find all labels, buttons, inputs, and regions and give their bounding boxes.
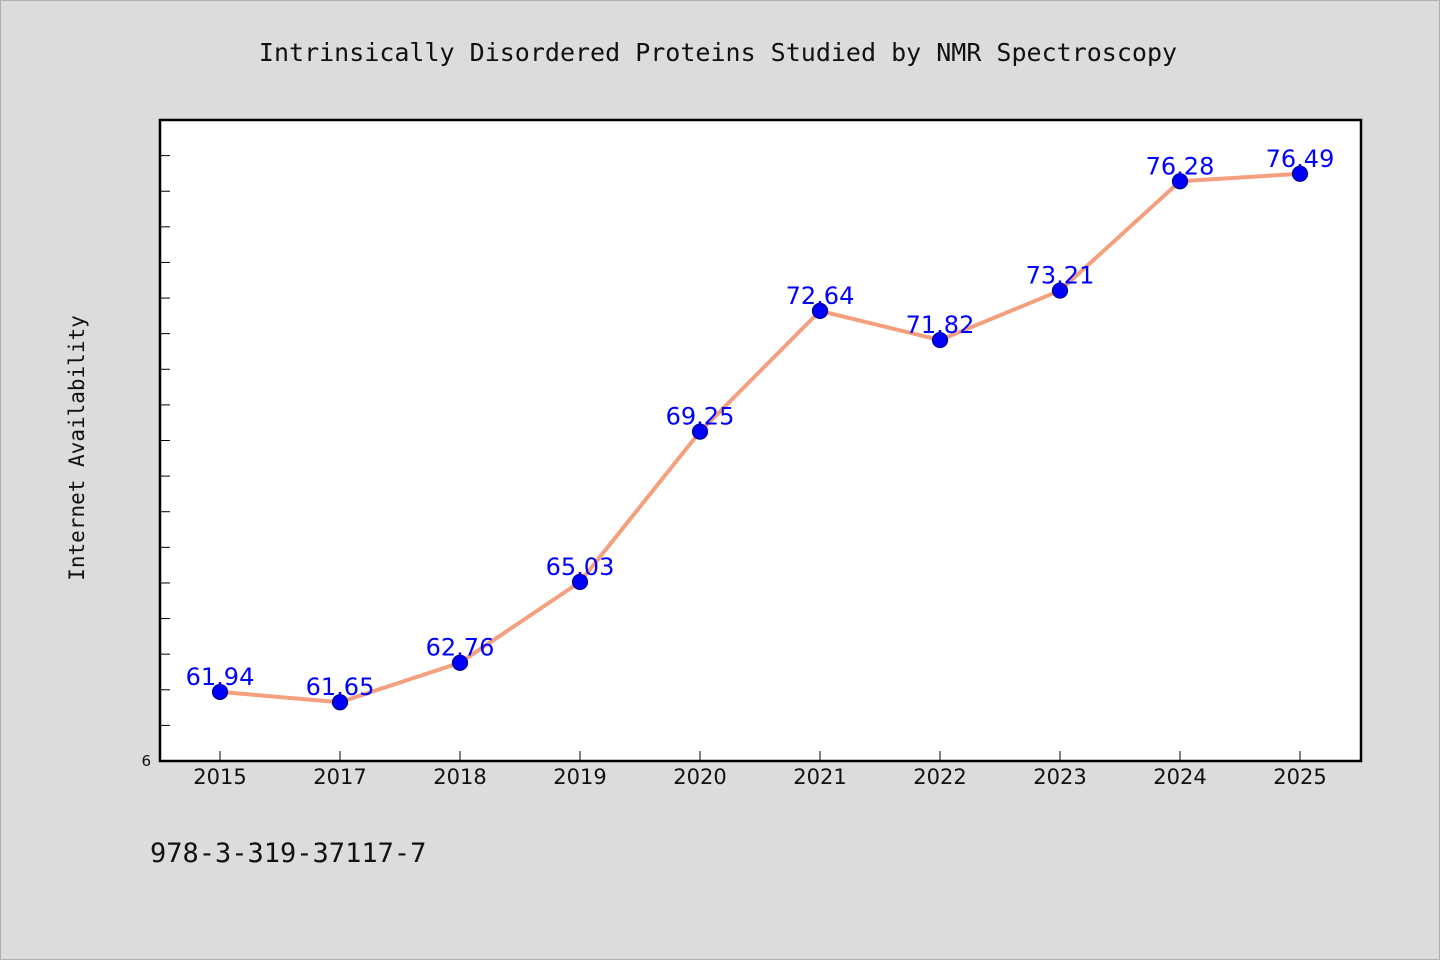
data-point — [811, 302, 829, 319]
x-axis-ticks: 2015 2017 2018 2019 2020 2021 2022 2023 2024 2025 — [193, 751, 1327, 789]
x-tick-label: 2018 — [433, 765, 486, 789]
data-label: 61.65 — [306, 673, 375, 701]
x-tick-label: 2017 — [313, 765, 366, 789]
x-tick-label: 2023 — [1033, 765, 1086, 789]
data-labels-layer: 61.94 61.65 62.76 65.03 69.25 72.64 71.82 73.21… — [186, 145, 1335, 701]
x-tick-label: 2020 — [673, 765, 726, 789]
data-label: 62.76 — [426, 634, 495, 662]
data-point — [1171, 173, 1189, 190]
y-axis-ticks: 6 — [141, 155, 170, 770]
x-tick-label: 2021 — [793, 765, 846, 789]
y-tick-label: 6 — [141, 752, 151, 770]
x-tick-label: 2025 — [1273, 765, 1326, 789]
data-label: 72.64 — [786, 282, 855, 310]
isbn-footer: 978-3-319-37117-7 — [150, 838, 426, 869]
plot-area — [158, 118, 1363, 763]
data-label: 73.21 — [1026, 262, 1095, 290]
data-point — [931, 331, 949, 349]
chart-title: Intrinsically Disordered Proteins Studie… — [259, 38, 1177, 67]
data-point — [571, 573, 589, 590]
data-point — [691, 423, 709, 440]
x-tick-label: 2022 — [913, 765, 966, 789]
data-point — [451, 654, 469, 671]
data-label: 76.49 — [1266, 145, 1335, 173]
series-line — [219, 171, 1301, 705]
data-point — [331, 694, 349, 711]
x-tick-label: 2024 — [1153, 765, 1206, 789]
x-tick-label: 2015 — [193, 765, 246, 789]
data-point — [1291, 165, 1309, 182]
y-axis-label: Internet Availability — [65, 315, 89, 581]
data-point — [211, 683, 229, 701]
data-label: 76.28 — [1146, 152, 1215, 180]
data-point — [1051, 282, 1069, 299]
data-label: 69.25 — [666, 403, 735, 431]
x-tick-label: 2019 — [553, 765, 606, 789]
data-label: 61.94 — [186, 663, 255, 691]
data-label: 65.03 — [546, 553, 615, 581]
series-layer — [211, 165, 1309, 711]
data-label: 71.82 — [906, 311, 975, 339]
